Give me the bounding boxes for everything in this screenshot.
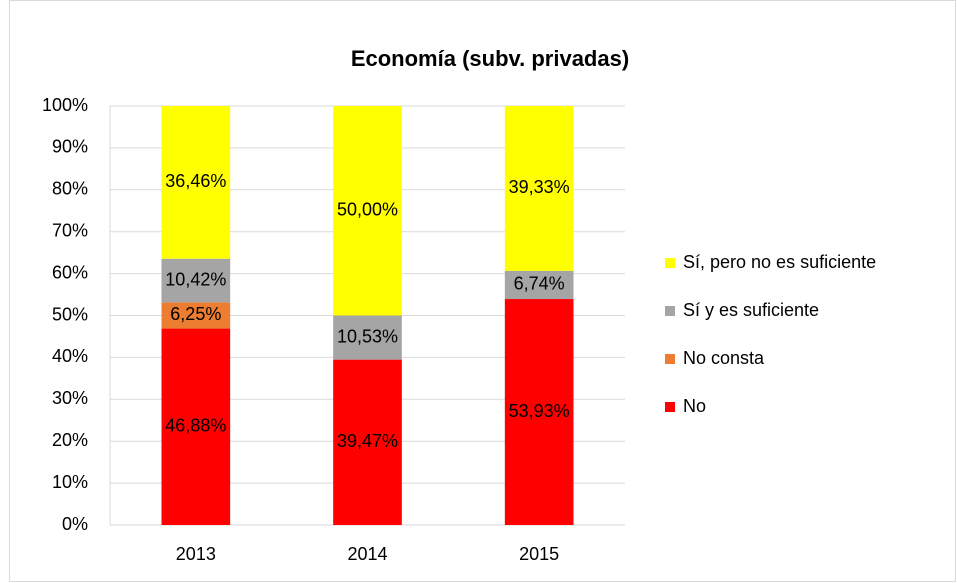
legend-swatch: [665, 402, 675, 412]
data-label: 39,47%: [337, 431, 398, 451]
legend-swatch: [665, 306, 675, 316]
y-tick-label: 0%: [62, 514, 88, 534]
data-label: 10,53%: [337, 326, 398, 346]
bar-segment: [504, 270, 574, 300]
data-label: 6,74%: [514, 274, 565, 294]
y-tick-label: 80%: [52, 179, 88, 199]
data-label: 36,46%: [165, 171, 226, 191]
data-label: 6,25%: [170, 304, 221, 324]
legend-label: Sí y es suficiente: [683, 300, 819, 320]
y-tick-label: 20%: [52, 430, 88, 450]
legend-label: No consta: [683, 348, 765, 368]
chart-title: Economía (subv. privadas): [351, 46, 629, 71]
legend-swatch: [665, 258, 675, 268]
y-tick-label: 40%: [52, 346, 88, 366]
x-tick-label: 2013: [176, 544, 216, 564]
y-tick-label: 70%: [52, 220, 88, 240]
bar-segment: [333, 359, 402, 525]
data-label: 53,93%: [509, 401, 570, 421]
bar-segment: [161, 258, 231, 303]
data-label: 46,88%: [165, 416, 226, 436]
bar-segment: [161, 302, 231, 329]
bar-segment: [333, 106, 402, 316]
data-label: 39,33%: [509, 177, 570, 197]
bar-segment: [504, 106, 574, 271]
y-tick-label: 50%: [52, 304, 88, 324]
y-tick-label: 30%: [52, 388, 88, 408]
bar-segment: [333, 315, 402, 360]
chart-border: [9, 0, 956, 582]
y-tick-label: 60%: [52, 262, 88, 282]
legend-label: No: [683, 396, 706, 416]
legend-label: Sí, pero no es suficiente: [683, 252, 876, 272]
y-tick-label: 10%: [52, 472, 88, 492]
legend-swatch: [665, 354, 675, 364]
data-label: 10,42%: [165, 269, 226, 289]
bar-segment: [504, 299, 574, 525]
bar-segment: [161, 328, 231, 525]
y-tick-label: 90%: [52, 137, 88, 157]
data-label: 50,00%: [337, 200, 398, 220]
y-tick-label: 100%: [42, 95, 88, 115]
x-tick-label: 2014: [347, 544, 387, 564]
bar-segment: [161, 105, 231, 259]
x-tick-label: 2015: [519, 544, 559, 564]
